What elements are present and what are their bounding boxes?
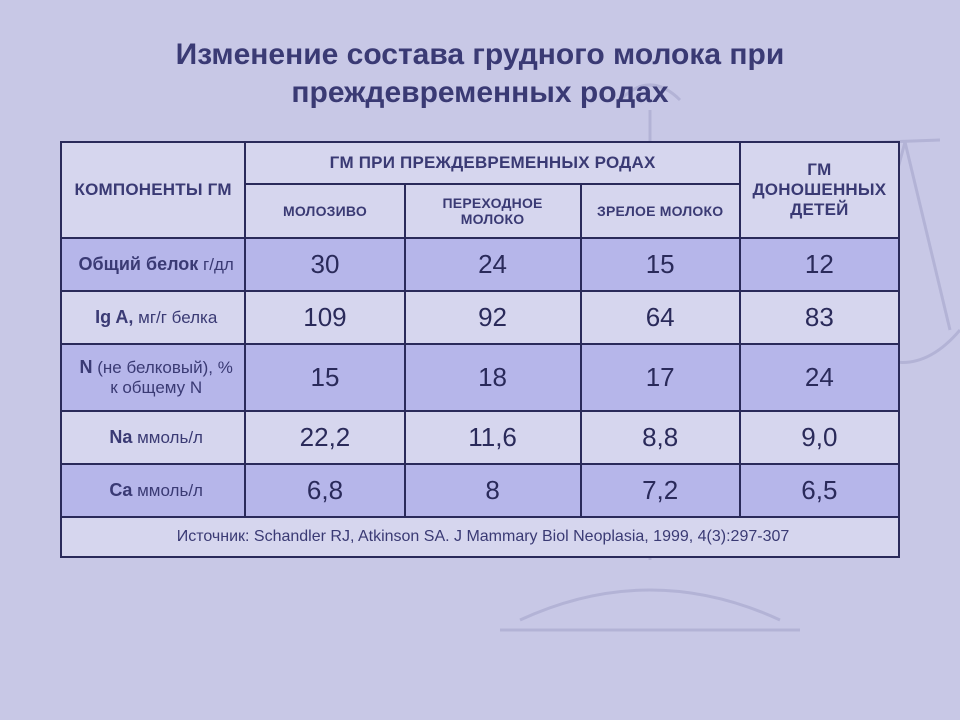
col-mature: Зрелое молоко xyxy=(581,184,740,238)
row-label-bold: Общий белок xyxy=(79,254,199,274)
table-cell: 17 xyxy=(581,344,740,411)
table-cell: 24 xyxy=(405,238,581,291)
table-row: Общий белок г/дл30241512 xyxy=(61,238,899,291)
table-cell: 9,0 xyxy=(740,411,899,464)
table-cell: 64 xyxy=(581,291,740,344)
row-label-bold: Ig A, xyxy=(95,307,133,327)
row-label: Ig A, мг/г белка xyxy=(61,291,245,344)
composition-table: Компоненты ГМ ГМ при преждевременных род… xyxy=(60,141,900,558)
table-cell: 92 xyxy=(405,291,581,344)
table-cell: 15 xyxy=(581,238,740,291)
table-cell: 11,6 xyxy=(405,411,581,464)
table-cell: 24 xyxy=(740,344,899,411)
row-label-rest: г/дл xyxy=(198,255,234,274)
table-cell: 18 xyxy=(405,344,581,411)
table-cell: 109 xyxy=(245,291,404,344)
table-footnote-row: Источник: Schandler RJ, Atkinson SA. J M… xyxy=(61,517,899,557)
row-label-rest: мг/г белка xyxy=(133,308,217,327)
table-cell: 7,2 xyxy=(581,464,740,517)
col-transitional: Переходное молоко xyxy=(405,184,581,238)
row-label: Ca ммоль/л xyxy=(61,464,245,517)
row-label-bold: N xyxy=(80,357,93,377)
table-row: N (не белковый), % к общему N15181724 xyxy=(61,344,899,411)
row-label-rest: (не белковый), % к общему N xyxy=(93,358,233,397)
row-label-rest: ммоль/л xyxy=(132,428,203,447)
table-cell: 6,8 xyxy=(245,464,404,517)
col-colostrum: Молозиво xyxy=(245,184,404,238)
row-label-bold: Ca xyxy=(109,480,132,500)
slide-container: Изменение состава грудного молока при пр… xyxy=(0,0,960,720)
table-cell: 8,8 xyxy=(581,411,740,464)
row-label: Na ммоль/л xyxy=(61,411,245,464)
row-label-bold: Na xyxy=(109,427,132,447)
row-label: Общий белок г/дл xyxy=(61,238,245,291)
table-cell: 83 xyxy=(740,291,899,344)
col-term: ГМ доношенных детей xyxy=(740,142,899,238)
table-cell: 12 xyxy=(740,238,899,291)
table-cell: 6,5 xyxy=(740,464,899,517)
table-cell: 15 xyxy=(245,344,404,411)
table-row: Ca ммоль/л6,887,26,5 xyxy=(61,464,899,517)
row-label-rest: ммоль/л xyxy=(132,481,203,500)
slide-title: Изменение состава грудного молока при пр… xyxy=(60,36,900,111)
table-header-row-1: Компоненты ГМ ГМ при преждевременных род… xyxy=(61,142,899,184)
col-components: Компоненты ГМ xyxy=(61,142,245,238)
table-cell: 22,2 xyxy=(245,411,404,464)
table-body: Общий белок г/дл30241512Ig A, мг/г белка… xyxy=(61,238,899,517)
table-row: Ig A, мг/г белка109926483 xyxy=(61,291,899,344)
table-row: Na ммоль/л22,211,68,89,0 xyxy=(61,411,899,464)
col-preterm-group: ГМ при преждевременных родах xyxy=(245,142,739,184)
row-label: N (не белковый), % к общему N xyxy=(61,344,245,411)
table-cell: 30 xyxy=(245,238,404,291)
table-footnote: Источник: Schandler RJ, Atkinson SA. J M… xyxy=(61,517,899,557)
table-cell: 8 xyxy=(405,464,581,517)
